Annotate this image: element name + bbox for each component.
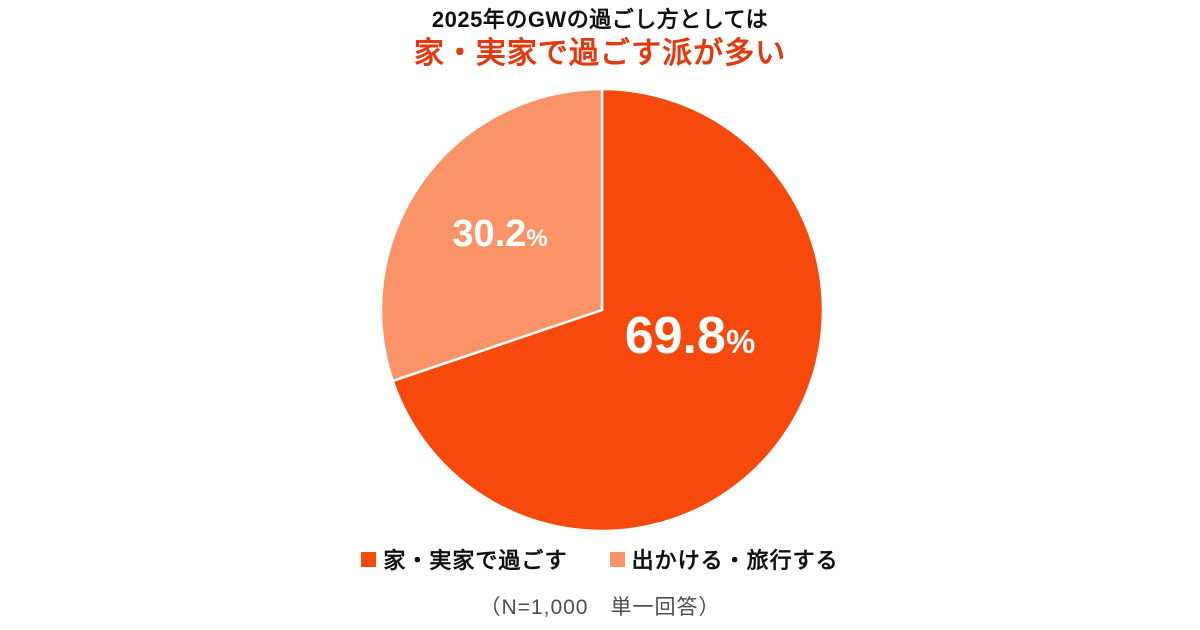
legend-item-travel: 出かける・旅行する <box>609 543 839 575</box>
pie-label-minor-unit: % <box>526 225 548 252</box>
pie-svg <box>379 87 825 533</box>
title-line2: 家・実家で過ごす派が多い <box>413 36 787 70</box>
pie-slice-0 <box>391 87 825 533</box>
pie-slice-1 <box>379 87 604 383</box>
legend-swatch-travel <box>609 551 625 567</box>
footnote: （N=1,000 単一回答） <box>479 596 721 619</box>
pie-label-major: 69.8% <box>625 310 756 362</box>
pie-label-major-value: 69.8 <box>624 307 726 365</box>
legend-label-travel: 出かける・旅行する <box>631 548 839 573</box>
legend-label-home: 家・実家で過ごす <box>383 548 568 573</box>
legend-swatch-home <box>361 551 377 567</box>
legend-item-home: 家・実家で過ごす <box>361 543 567 575</box>
pie-label-minor: 30.2% <box>452 215 547 253</box>
pie-chart: 69.8% 30.2% <box>378 86 826 534</box>
chart-title: 2025年のGWの過ごし方としては 家・実家で過ごす派が多い <box>0 6 1200 72</box>
title-line1: 2025年のGWの過ごし方としては <box>431 7 769 32</box>
pie-label-minor-value: 30.2 <box>452 213 527 255</box>
pie-label-major-unit: % <box>725 323 756 360</box>
legend: 家・実家で過ごす 出かける・旅行する <box>0 543 1200 575</box>
